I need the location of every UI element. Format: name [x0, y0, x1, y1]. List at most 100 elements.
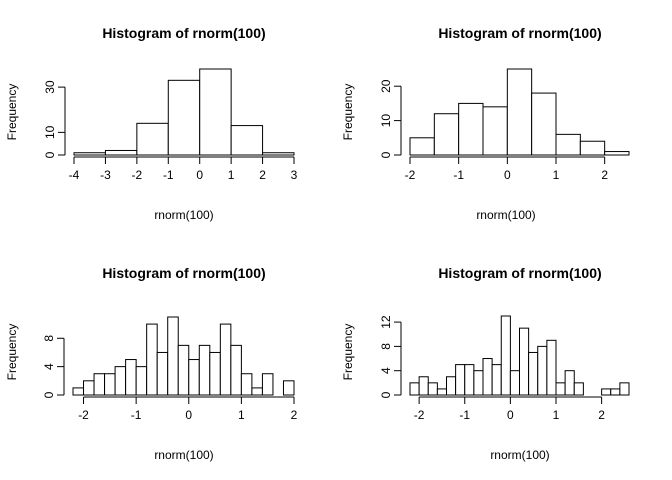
- x-axis-label: rnorm(100): [154, 448, 213, 462]
- histogram-bar: [455, 364, 466, 396]
- x-tick-label: 2: [601, 168, 608, 182]
- histogram-bar: [555, 382, 566, 396]
- histogram-panel-4: Histogram of rnorm(100) Frequency rnorm(…: [341, 265, 630, 462]
- x-axis-label: rnorm(100): [154, 208, 213, 222]
- histogram-bar: [464, 364, 475, 396]
- histogram-bar: [177, 344, 190, 396]
- bars-group: [409, 68, 630, 156]
- histogram-bar: [528, 351, 539, 396]
- y-tick-label: 0: [43, 151, 57, 158]
- histogram-bar: [114, 366, 127, 396]
- histogram-bar: [409, 137, 435, 156]
- histogram-panel-3: Histogram of rnorm(100) Frequency rnorm(…: [5, 265, 298, 462]
- y-axis: 0 10 20: [379, 79, 402, 158]
- histogram-bar: [601, 388, 612, 396]
- histogram-bar: [262, 152, 295, 156]
- x-tick-label: 1: [238, 408, 245, 422]
- y-tick-label: 4: [379, 367, 393, 374]
- histogram-bar: [610, 388, 621, 396]
- histogram-bar: [104, 373, 116, 396]
- y-axis: 0 10 30: [43, 80, 66, 158]
- histogram-bar: [537, 345, 548, 396]
- x-tick-label: -1: [459, 408, 470, 422]
- histogram-bar: [251, 387, 263, 396]
- y-axis: 0 4 8: [42, 335, 65, 398]
- x-tick-label: 1: [553, 168, 560, 182]
- histogram-bar: [219, 323, 232, 396]
- y-tick-label: 4: [42, 363, 56, 370]
- histogram-bar: [519, 327, 530, 396]
- x-tick-label: -2: [414, 408, 425, 422]
- x-tick-label: 0: [507, 408, 514, 422]
- histogram-bar: [491, 364, 502, 396]
- chart-title: Histogram of rnorm(100): [438, 265, 601, 281]
- x-tick-label: -1: [131, 408, 142, 422]
- histogram-bar: [199, 68, 232, 156]
- histogram-bar: [230, 125, 264, 156]
- y-tick-label: 20: [379, 79, 393, 93]
- histogram-bar: [579, 140, 606, 156]
- histogram-bar: [125, 359, 137, 396]
- histogram-bar: [436, 388, 447, 396]
- bars-group: [73, 68, 295, 156]
- x-tick-label: 0: [196, 168, 203, 182]
- histogram-bar: [555, 133, 581, 156]
- histogram-bar: [73, 152, 106, 156]
- y-axis: 0 4 8 12: [379, 315, 402, 398]
- histogram-bar: [93, 373, 106, 396]
- histogram-bar: [72, 387, 85, 396]
- x-tick-label: -1: [163, 168, 174, 182]
- histogram-bar: [418, 376, 429, 396]
- histogram-bar: [473, 370, 484, 396]
- histogram-bar: [146, 323, 158, 396]
- x-tick-label: 1: [228, 168, 235, 182]
- x-tick-label: -1: [453, 168, 464, 182]
- histogram-bar: [500, 315, 511, 396]
- histogram-bar: [433, 113, 460, 156]
- x-axis-label: rnorm(100): [476, 208, 535, 222]
- y-tick-label: 10: [379, 114, 393, 128]
- histogram-bar: [546, 339, 557, 396]
- histogram-bar: [446, 376, 457, 396]
- y-axis-label: Frequency: [5, 84, 19, 141]
- y-tick-label: 12: [379, 315, 393, 329]
- histogram-bar: [482, 358, 493, 396]
- histogram-bar: [230, 344, 242, 396]
- y-tick-label: 8: [379, 343, 393, 350]
- chart-title: Histogram of rnorm(100): [102, 25, 265, 41]
- histogram-bar: [104, 149, 138, 156]
- histogram-bar: [282, 380, 295, 396]
- x-tick-label: 2: [598, 408, 605, 422]
- x-tick-label: 0: [185, 408, 192, 422]
- x-tick-label: -3: [100, 168, 111, 182]
- histogram-bar: [261, 373, 274, 396]
- x-axis: -2 -1 0 1 2: [78, 396, 298, 422]
- y-tick-label: 0: [42, 391, 56, 398]
- x-axis-label: rnorm(100): [490, 448, 549, 462]
- x-tick-label: 0: [504, 168, 511, 182]
- histogram-bar: [167, 79, 201, 156]
- x-tick-label: 2: [291, 408, 298, 422]
- x-tick-label: -2: [78, 408, 89, 422]
- x-tick-label: 1: [553, 408, 560, 422]
- x-tick-label: -4: [69, 168, 80, 182]
- histogram-bar: [506, 68, 533, 156]
- x-tick-label: 2: [259, 168, 266, 182]
- x-tick-label: -2: [132, 168, 143, 182]
- histogram-bar: [83, 380, 95, 396]
- histogram-panel-1: Histogram of rnorm(100) Frequency rnorm(…: [5, 25, 298, 222]
- bars-group: [409, 315, 630, 396]
- chart-title: Histogram of rnorm(100): [102, 265, 265, 281]
- x-tick-label: 3: [291, 168, 298, 182]
- histogram-bar: [156, 351, 169, 396]
- y-axis-label: Frequency: [341, 324, 355, 381]
- histogram-bar: [509, 370, 520, 396]
- histogram-bar: [409, 382, 420, 396]
- y-axis-label: Frequency: [5, 324, 19, 381]
- x-axis: -2 -1 0 1 2: [405, 156, 608, 182]
- histogram-panel-2: Histogram of rnorm(100) Frequency rnorm(…: [341, 25, 630, 222]
- histogram-bar: [531, 92, 557, 156]
- histogram-bar: [135, 366, 148, 396]
- histogram-bar: [136, 122, 169, 156]
- histogram-bar: [167, 316, 179, 396]
